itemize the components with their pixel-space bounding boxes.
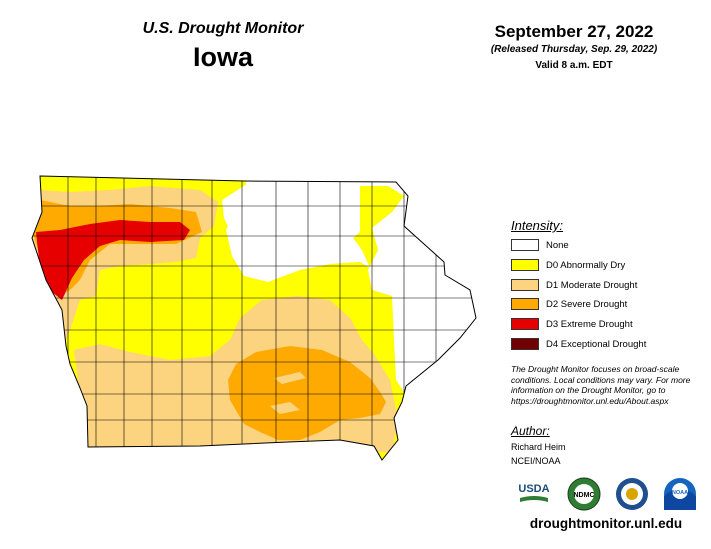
legend-label: D3 Extreme Drought	[546, 318, 633, 330]
iowa-drought-map	[31, 175, 477, 461]
usda-logo: USDA	[516, 476, 552, 512]
none-area-ne	[222, 182, 360, 268]
legend-item-d4: D4 Exceptional Drought	[511, 337, 646, 351]
legend-label: None	[546, 239, 569, 251]
d0-patch-2	[274, 372, 306, 384]
legend-swatch	[511, 338, 539, 350]
svg-text:USDA: USDA	[518, 483, 549, 495]
legend-swatch	[511, 279, 539, 291]
legend-item-d3: D3 Extreme Drought	[511, 317, 633, 331]
county-grid	[32, 176, 476, 460]
legend-heading: Intensity:	[511, 218, 564, 233]
legend-item-d1: D1 Moderate Drought	[511, 278, 637, 292]
legend-item-none: None	[511, 238, 569, 252]
author-heading: Author:	[511, 424, 550, 438]
noaa-commerce-seal-logo	[614, 476, 650, 512]
info-note: The Drought Monitor focuses on broad-sca…	[511, 364, 691, 406]
legend-label: D4 Exceptional Drought	[546, 338, 647, 350]
legend-label: D0 Abnormally Dry	[546, 259, 626, 271]
release-date: (Released Thursday, Sep. 29, 2022)	[490, 44, 658, 55]
legend-item-d2: D2 Severe Drought	[511, 297, 627, 311]
state-name: Iowa	[192, 42, 253, 72]
author-org: NCEI/NOAA	[511, 456, 561, 466]
iowa-outline	[31, 175, 477, 461]
d2-area-s	[228, 346, 386, 440]
legend-item-d0: D0 Abnormally Dry	[511, 258, 625, 272]
map-date: September 27, 2022	[494, 22, 654, 41]
valid-time: Valid 8 a.m. EDT	[535, 60, 613, 71]
legend-swatch	[511, 318, 539, 330]
legend-swatch	[511, 259, 539, 271]
website-url[interactable]: droughtmonitor.unl.edu	[529, 516, 683, 531]
legend-swatch	[511, 298, 539, 310]
legend-swatch	[511, 239, 539, 251]
legend-label: D1 Moderate Drought	[546, 279, 638, 291]
d3-area	[36, 220, 190, 300]
author-name: Richard Heim	[511, 442, 566, 452]
d0-patch	[270, 402, 300, 414]
svg-text:NOAA: NOAA	[672, 490, 688, 496]
ndmc-logo: NDMC	[566, 476, 602, 512]
svg-text:NDMC: NDMC	[574, 492, 595, 499]
legend-label: D2 Severe Drought	[546, 298, 628, 310]
map-title: U.S. Drought Monitor	[142, 20, 304, 37]
noaa-logo: NOAA	[662, 476, 698, 512]
